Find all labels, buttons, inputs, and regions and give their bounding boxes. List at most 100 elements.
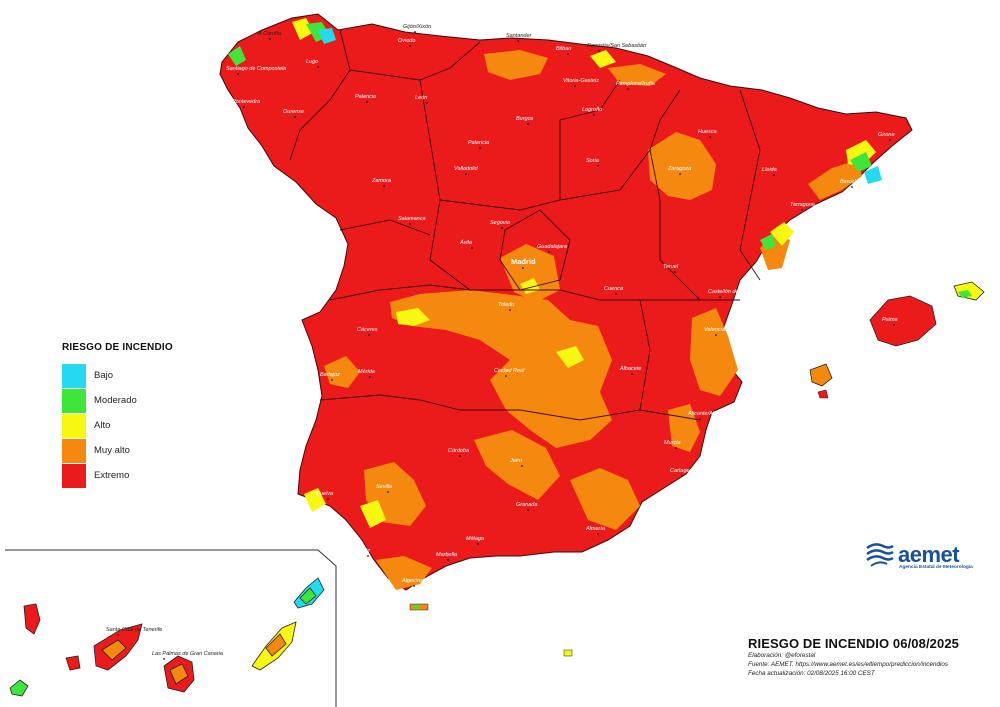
city-tarragona: Tarragona	[790, 202, 815, 208]
city-dot	[773, 174, 775, 176]
small-territories	[409, 603, 573, 657]
city-dot	[527, 509, 529, 511]
city-dot	[631, 373, 633, 375]
legend-label-bajo: Bajo	[94, 370, 114, 381]
city-dot	[477, 543, 479, 545]
city-dot	[527, 123, 529, 125]
city-pamplona: Pamplona/Iruña	[616, 81, 655, 87]
city-dot	[574, 85, 576, 87]
city-ciudad-real: Ciudad Real	[494, 368, 525, 374]
city-algeciras: Algeciras	[401, 578, 425, 584]
city-dot	[598, 50, 600, 52]
city-dot	[675, 447, 677, 449]
city-pontevedra: Pontevedra	[232, 99, 260, 105]
city-dot	[413, 585, 415, 587]
legend: RIESGO DE INCENDIO Bajo Moderado Alto Mu…	[62, 342, 173, 488]
city-dot	[889, 139, 891, 141]
city-marbella: Marbella	[436, 552, 457, 558]
city-huelva: Huelva	[316, 491, 333, 497]
city-dot	[479, 147, 481, 149]
city-dot	[237, 73, 239, 75]
aemet-logo-icon	[866, 543, 894, 567]
city-dot	[471, 247, 473, 249]
city-dot	[369, 376, 371, 378]
legend-label-moderado: Moderado	[94, 395, 137, 406]
city-zaragoza: Zaragoza	[667, 166, 691, 172]
city-murcia: Murcia	[664, 440, 681, 446]
city-donostia: Donostia/San Sebastián	[587, 43, 646, 49]
city-dot	[367, 555, 369, 557]
city-dot	[567, 53, 569, 55]
city-dot	[447, 559, 449, 561]
city-a-coruna: A Coruña	[257, 31, 281, 37]
city-dot	[715, 334, 717, 336]
footer-elaboracion: Elaboración: @eforestal	[748, 652, 816, 659]
map-title: RIESGO DE INCENDIO 06/08/2025	[748, 636, 959, 651]
city-ourense: Ourense	[283, 109, 304, 115]
city-cordoba: Córdoba	[448, 448, 469, 454]
legend-swatch-moderado	[62, 388, 86, 413]
legend-swatch-alto	[62, 413, 86, 438]
city-dot	[409, 223, 411, 225]
city-caceres: Cáceres	[357, 327, 378, 333]
city-cadiz: Cádiz	[356, 548, 370, 554]
city-dot	[709, 136, 711, 138]
city-soria: Soria	[586, 158, 599, 164]
city-cartagena: Cartagena	[670, 468, 696, 474]
city-teruel: Teruel	[663, 264, 679, 270]
city-dot	[522, 267, 524, 269]
city-dot	[368, 334, 370, 336]
city-salamanca: Salamanca	[398, 216, 426, 222]
legend-row-extremo: Extremo	[62, 463, 173, 488]
aemet-logo-subtitle: Agencia Estatal de Meteorología	[899, 565, 973, 570]
city-labels: A Coruña Gijón/Xixón Oviedo Santander Bi…	[106, 24, 898, 660]
aemet-logo: aemet Agencia Estatal de Meteorología	[865, 542, 973, 570]
city-alicante: Alicante/Alacant	[687, 411, 728, 417]
city-malaga: Málaga	[466, 536, 484, 542]
city-dot	[426, 102, 428, 104]
city-zamora: Zamora	[371, 178, 391, 184]
city-jaen: Jaén	[509, 458, 522, 464]
city-palma: Palma	[882, 317, 898, 323]
footer-fuente: Fuente: AEMET. https://www.aemet.es/es/e…	[748, 661, 949, 668]
legend-swatch-extremo	[62, 463, 86, 488]
city-dot	[699, 418, 701, 420]
legend-swatch-muy-alto	[62, 438, 86, 463]
legend-row-alto: Alto	[62, 413, 173, 438]
city-vitoria: Vitoria-Gasteiz	[563, 78, 599, 84]
city-dot	[383, 185, 385, 187]
city-dot	[509, 309, 511, 311]
city-dot	[679, 173, 681, 175]
city-granada: Granada	[516, 502, 537, 508]
city-dot	[851, 186, 853, 188]
footer: RIESGO DE INCENDIO 06/08/2025 Elaboració…	[748, 636, 998, 678]
city-dot	[505, 375, 507, 377]
very-high-risk-zones	[324, 50, 862, 590]
balearic-islands	[809, 281, 985, 399]
city-lleida: Lleida	[762, 167, 777, 173]
city-dot	[366, 101, 368, 103]
city-almanza: Palencia	[355, 94, 376, 100]
legend-label-extremo: Extremo	[94, 470, 130, 481]
legend-row-muy-alto: Muy alto	[62, 438, 173, 463]
city-avila: Ávila	[459, 239, 472, 246]
city-dot	[409, 45, 411, 47]
city-dot	[597, 533, 599, 535]
legend-swatch-bajo	[62, 363, 86, 388]
city-dot	[674, 271, 676, 273]
city-dot	[459, 455, 461, 457]
city-bilbao: Bilbao	[556, 46, 571, 52]
city-segovia: Segovia	[490, 220, 510, 226]
city-dot	[893, 324, 895, 326]
city-valladolid: Valladolid	[454, 166, 479, 172]
city-dot	[501, 227, 503, 229]
city-dot	[387, 491, 389, 493]
city-las-palmas: Las Palmas de Gran Canaria	[152, 651, 223, 657]
city-dot	[597, 165, 599, 167]
city-dot	[327, 498, 329, 500]
city-dot	[465, 173, 467, 175]
city-dot	[117, 634, 119, 636]
city-dot	[719, 296, 721, 298]
city-sevilla: Sevilla	[376, 484, 392, 490]
